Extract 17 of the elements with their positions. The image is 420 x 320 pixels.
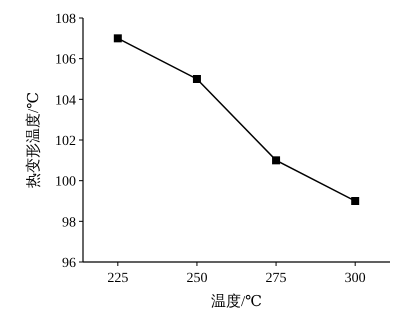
point [351,197,360,205]
y-axis-title: 热变形温度/℃ [25,92,42,188]
y-tick-label: 102 [55,134,76,149]
y-tick-label: 104 [55,93,76,108]
x-axis-title: 温度/℃ [211,293,262,310]
y-tick-label: 98 [62,215,76,230]
x-tick-label: 225 [107,271,128,286]
y-tick-label: 106 [55,52,76,68]
point [272,156,280,164]
point [192,75,201,83]
y-tick-label: 100 [55,174,76,190]
y-tick-label: 96 [62,256,76,271]
x-tick-label: 250 [186,271,208,286]
point [114,34,122,42]
x-tick-label: 300 [344,271,366,286]
x-tick-label: 275 [266,271,287,286]
y-tick-label: 108 [55,12,76,27]
